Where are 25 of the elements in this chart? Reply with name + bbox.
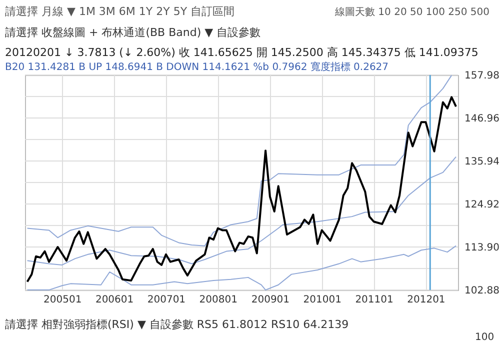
text: 線圖天數 10 20 50 100 250 500 (334, 6, 490, 18)
text: 20120201 ↓ 3.7813 (↓ 2.60%) 收 141.65625 開 145.2500 高 145.34375 低 141.09375 (5, 46, 478, 59)
x-tick-label: 201201 (407, 294, 446, 306)
line-series (26, 245, 457, 290)
x-tick-label: 201101 (355, 294, 394, 306)
x-tick-label: 201001 (303, 294, 342, 306)
text: B20 131.4281 B UP 148.6941 B DOWN 114.1621 %b 0.7962 寬度指標 0.2627 (5, 61, 389, 73)
text: 請選擇 相對強弱指標(RSI) ▼ 自設參數 RS5 61.8012 RS10 64.2139 (5, 318, 349, 331)
x-tick-label: 200901 (251, 294, 290, 306)
y-tick-label: 124.92 (464, 200, 500, 210)
text: 100 (475, 332, 494, 343)
x-tick-label: 200701 (147, 294, 186, 306)
line-series (26, 156, 457, 266)
text: 請選擇 月線 ▼ 1M 3M 6M 1Y 2Y 5Y 自訂區間 (5, 5, 235, 18)
y-tick-label: 135.94 (464, 156, 500, 168)
y-tick-label: 146.96 (464, 114, 500, 124)
y-tick-label: 113.90 (464, 242, 500, 254)
y-tick-label: 157.98 (464, 70, 500, 82)
x-tick-label: 200501 (44, 294, 82, 306)
x-tick-label: 200801 (199, 294, 238, 306)
line-series (26, 96, 458, 283)
y-tick-label: 102.88 (464, 286, 500, 296)
line-series (26, 74, 452, 246)
text: 請選擇 收盤線圖 + 布林通道(BB Band) ▼ 自設參數 (5, 26, 261, 39)
x-tick-label: 200601 (95, 294, 134, 306)
